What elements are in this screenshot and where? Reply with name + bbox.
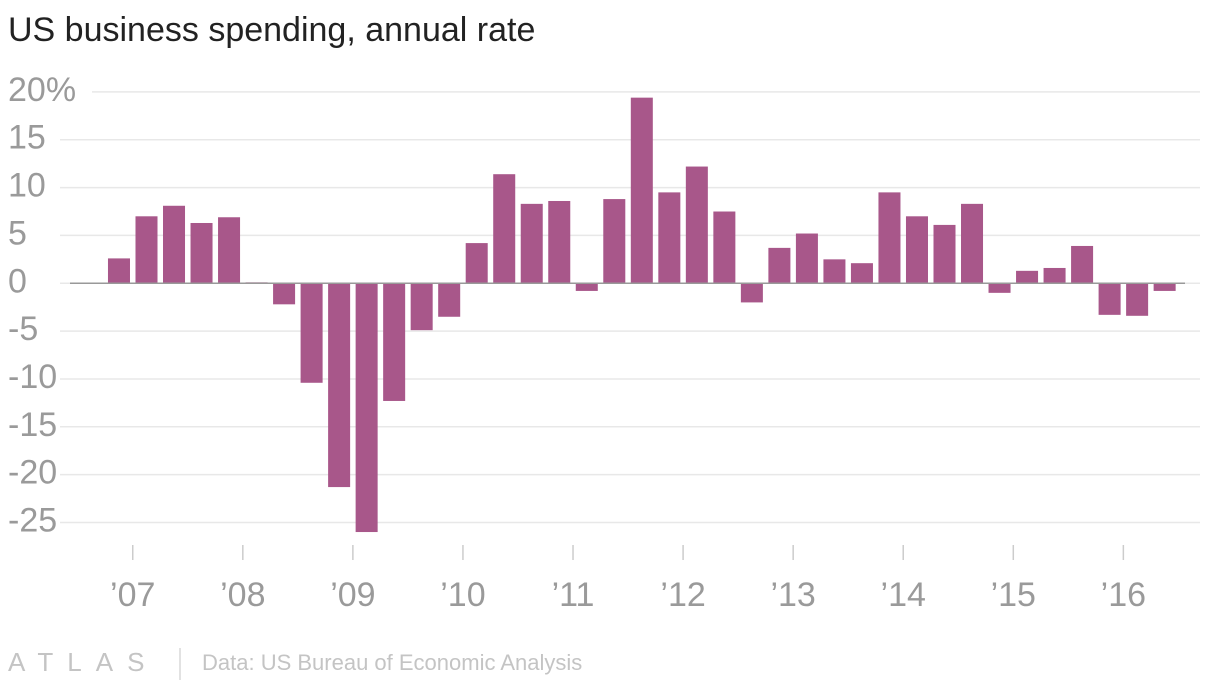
bar: [190, 222, 213, 284]
bar: [740, 283, 763, 303]
bar: [1071, 245, 1094, 284]
bar: [961, 203, 984, 284]
bar: [575, 283, 598, 291]
bar: [630, 97, 653, 284]
bar: [713, 211, 736, 284]
y-tick-label: -25: [8, 501, 57, 539]
bar: [273, 283, 296, 305]
x-tick-label: ’12: [660, 576, 705, 614]
bar: [878, 192, 901, 284]
bar: [1098, 283, 1121, 315]
bar: [1016, 270, 1039, 284]
y-tick-label: 5: [8, 214, 27, 252]
x-tick-label: ’09: [330, 576, 375, 614]
y-tick-label: 20%: [8, 71, 76, 109]
bar: [355, 283, 378, 533]
bar: [383, 283, 406, 401]
x-tick-label: ’15: [991, 576, 1036, 614]
bar: [1126, 283, 1149, 316]
bar: [218, 217, 241, 284]
bar: [768, 247, 791, 284]
y-tick-label: -20: [8, 454, 57, 492]
bar: [795, 233, 818, 284]
x-tick-label: ’07: [110, 576, 155, 614]
bar: [520, 203, 543, 284]
y-tick-label: -5: [8, 310, 38, 348]
y-tick-label: 0: [8, 262, 27, 300]
bar: [933, 224, 956, 284]
y-tick-label: -10: [8, 358, 57, 396]
y-tick-label: 10: [8, 167, 46, 205]
x-tick-label: ’08: [220, 576, 265, 614]
bar: [163, 205, 186, 284]
x-tick-label: ’13: [770, 576, 815, 614]
bar: [823, 259, 846, 284]
y-tick-label: -15: [8, 406, 57, 444]
chart-title: US business spending, annual rate: [8, 11, 535, 49]
bar: [328, 283, 351, 488]
bar: [548, 200, 571, 284]
x-tick-label: ’14: [881, 576, 926, 614]
bar: [300, 283, 323, 383]
bar: [135, 216, 158, 284]
bar: [1043, 267, 1066, 284]
logo: ATLAS: [8, 647, 158, 677]
x-tick-label: ’11: [552, 576, 595, 614]
source: Data: US Bureau of Economic Analysis: [202, 650, 582, 675]
bar: [988, 283, 1011, 293]
bar: [1153, 283, 1176, 291]
x-tick-label: ’10: [440, 576, 485, 614]
bar: [438, 283, 461, 317]
bar: [850, 263, 873, 284]
bar: [658, 192, 681, 284]
bar: [905, 216, 928, 284]
bar: [465, 243, 488, 284]
bar: [685, 166, 708, 284]
bar: [410, 283, 433, 331]
x-tick-label: ’16: [1101, 576, 1146, 614]
y-tick-label: 15: [8, 119, 46, 157]
bar: [107, 258, 130, 284]
bar: [493, 174, 516, 284]
bar: [603, 199, 626, 284]
